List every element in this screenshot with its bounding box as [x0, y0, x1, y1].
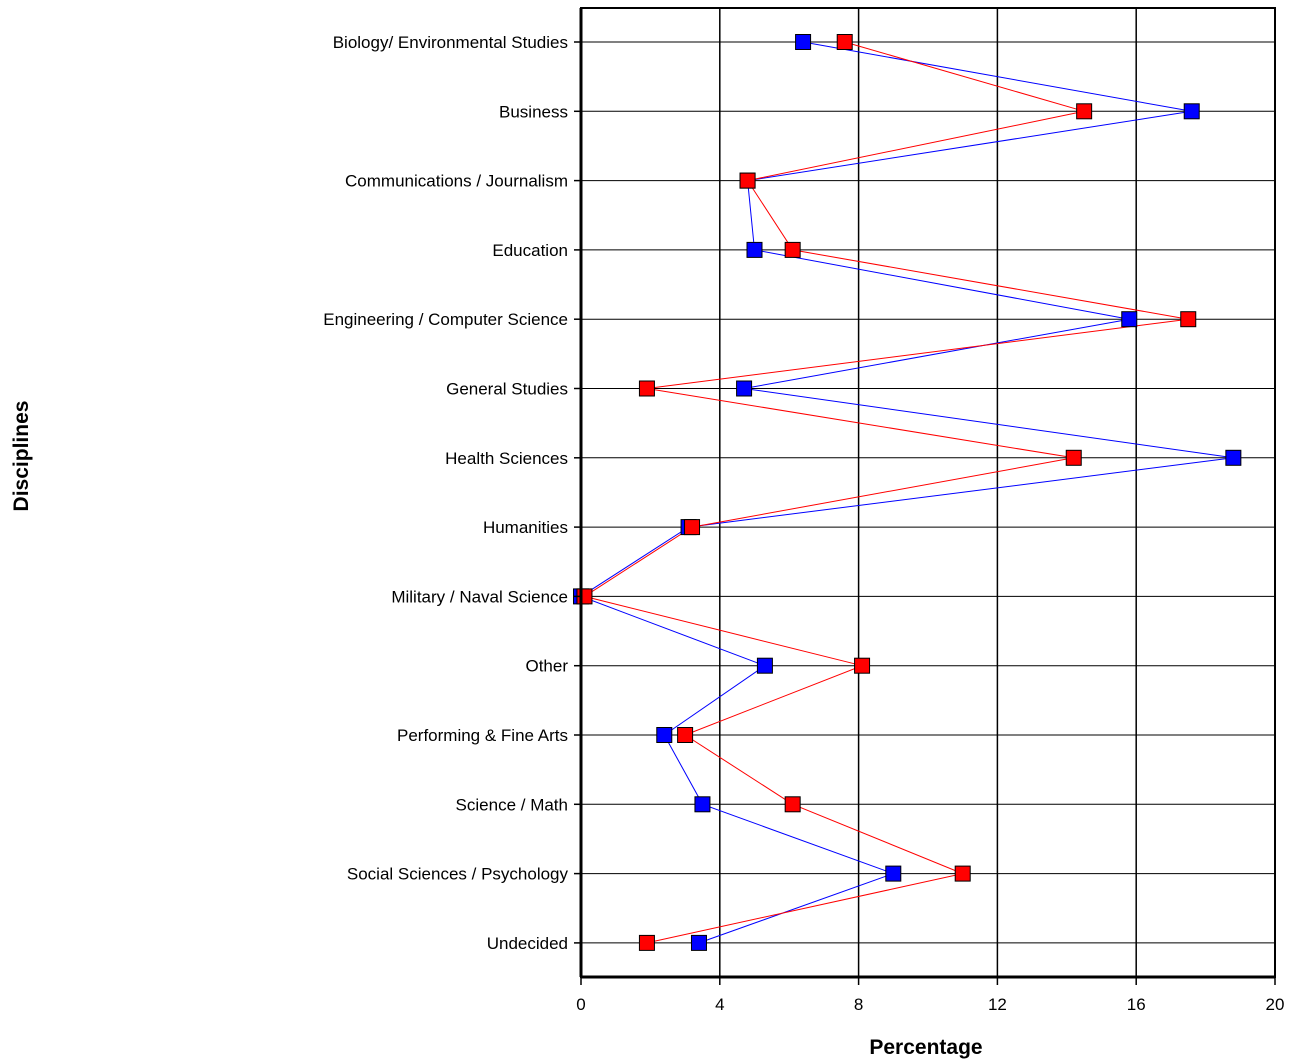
data-point-series-1: [656, 727, 673, 743]
x-tick-label: 16: [1127, 995, 1146, 1014]
category-labels: Biology/ Environmental Studies Business Co…: [323, 33, 568, 953]
series-points: [573, 34, 1242, 951]
category-label: Performing & Fine Arts: [397, 726, 568, 745]
category-label: Business: [499, 102, 568, 121]
series-line-2: [583, 41, 1189, 944]
y-axis-title: Disciplines: [10, 401, 33, 512]
data-point-series-1: [1121, 311, 1138, 328]
data-point-series-1: [694, 796, 711, 813]
data-point-series-1: [885, 865, 902, 882]
data-point-series-2: [1076, 103, 1093, 120]
category-label: Social Sciences / Psychology: [347, 865, 569, 884]
category-label: Education: [492, 241, 568, 260]
category-label: Other: [525, 657, 568, 676]
data-point-series-2: [1065, 449, 1082, 466]
data-point-series-2: [784, 241, 801, 258]
data-point-series-1: [1225, 449, 1242, 466]
data-point-series-2: [677, 727, 694, 743]
category-label: Biology/ Environmental Studies: [333, 33, 568, 52]
series-line-1: [579, 41, 1234, 944]
x-tick-label: 4: [715, 995, 724, 1014]
grid: [581, 8, 1275, 977]
category-label: Engineering / Computer Science: [323, 310, 568, 329]
x-tick-label: 20: [1266, 995, 1285, 1014]
category-label: Communications / Journalism: [345, 172, 568, 191]
category-label: General Studies: [446, 380, 568, 399]
data-point-series-1: [756, 657, 773, 674]
x-axis-title: Percentage: [869, 1036, 982, 1059]
data-point-series-1: [746, 241, 763, 258]
data-point-series-2: [784, 796, 801, 813]
data-point-series-1: [690, 934, 707, 951]
category-label: Humanities: [483, 518, 568, 537]
category-label: Military / Naval Science: [391, 587, 568, 606]
data-point-series-1: [736, 380, 753, 397]
data-point-series-2: [1180, 311, 1197, 328]
data-point-series-2: [739, 172, 756, 189]
x-tick-label: 12: [988, 995, 1007, 1014]
data-point-series-2: [638, 380, 655, 397]
category-label: Health Sciences: [445, 449, 568, 468]
data-point-series-2: [638, 934, 655, 951]
x-tick-label: 8: [854, 995, 863, 1014]
x-tick-label: 0: [576, 995, 585, 1014]
series-lines: [579, 41, 1234, 944]
plot-frame: [580, 7, 1276, 978]
category-label: Science / Math: [456, 795, 568, 814]
data-point-series-2: [684, 519, 701, 536]
data-point-series-1: [1183, 103, 1200, 120]
data-point-series-1: [795, 34, 812, 50]
data-point-series-2: [836, 34, 853, 50]
x-tick-labels: 0 4 8 12 16 20: [576, 995, 1284, 1014]
category-label: Undecided: [487, 934, 568, 953]
data-point-series-2: [854, 657, 871, 674]
data-point-series-2: [954, 865, 971, 882]
axes: [574, 7, 1276, 985]
